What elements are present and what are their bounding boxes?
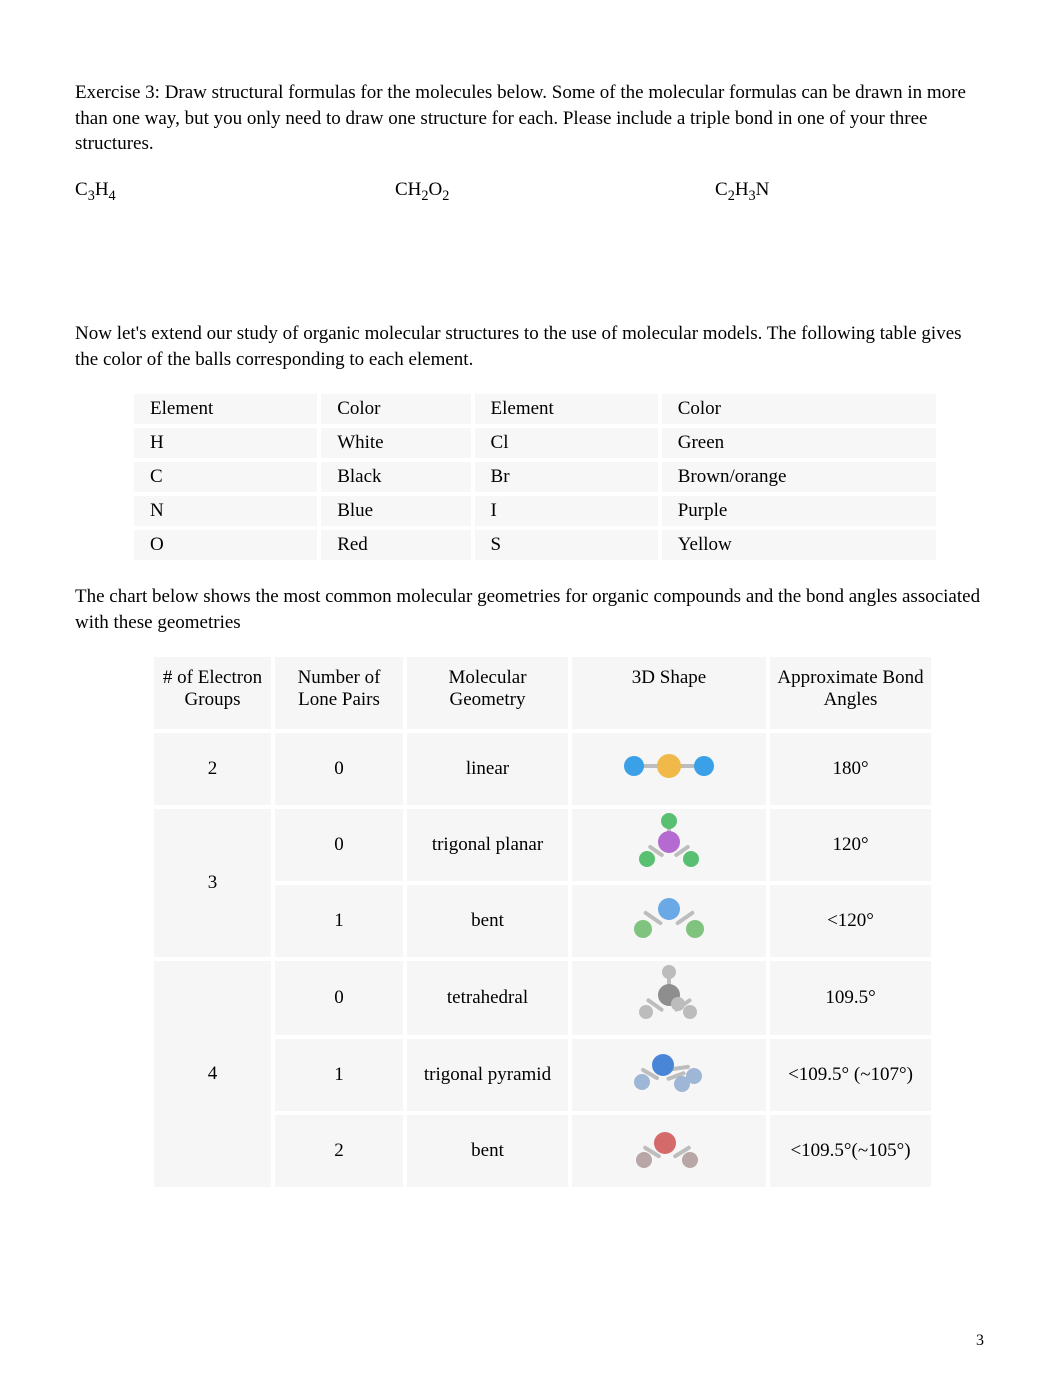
cell-lone-pairs: 1 xyxy=(273,883,405,959)
cell-lone-pairs: 2 xyxy=(273,1113,405,1189)
cell-3d-shape xyxy=(570,1037,768,1113)
cell: Black xyxy=(319,460,472,494)
cell-3d-shape xyxy=(570,959,768,1037)
col-header: Molecular Geometry xyxy=(405,655,570,731)
cell-electron-groups: 3 xyxy=(152,807,273,959)
cell: I xyxy=(473,494,660,528)
cell-electron-groups: 4 xyxy=(152,959,273,1189)
element-color-table: Element Color Element Color H White Cl G… xyxy=(130,390,940,564)
cell-geometry: tetrahedral xyxy=(405,959,570,1037)
cell-3d-shape xyxy=(570,807,768,883)
col-header: Approximate Bond Angles xyxy=(768,655,933,731)
cell-geometry: bent xyxy=(405,883,570,959)
cell-lone-pairs: 1 xyxy=(273,1037,405,1113)
cell: Green xyxy=(660,426,938,460)
cell: Br xyxy=(473,460,660,494)
table-row: C Black Br Brown/orange xyxy=(132,460,938,494)
cell-bond-angle: <120° xyxy=(768,883,933,959)
cell: Yellow xyxy=(660,528,938,562)
cell-geometry: linear xyxy=(405,731,570,807)
cell: Cl xyxy=(473,426,660,460)
table-row: N Blue I Purple xyxy=(132,494,938,528)
cell-geometry: bent xyxy=(405,1113,570,1189)
table-row: 3 0 trigonal planar 120° xyxy=(152,807,933,883)
cell-lone-pairs: 0 xyxy=(273,959,405,1037)
page-number: 3 xyxy=(976,1332,984,1350)
cell: N xyxy=(132,494,319,528)
table-row: O Red S Yellow xyxy=(132,528,938,562)
cell: S xyxy=(473,528,660,562)
cell-geometry: trigonal pyramid xyxy=(405,1037,570,1113)
cell-3d-shape xyxy=(570,1113,768,1189)
cell: Blue xyxy=(319,494,472,528)
cell: H xyxy=(132,426,319,460)
shape-bent-icon xyxy=(634,898,704,938)
table-row: H White Cl Green xyxy=(132,426,938,460)
cell-lone-pairs: 0 xyxy=(273,807,405,883)
formula-2: CH2O2 xyxy=(395,179,715,201)
geometry-intro-paragraph: The chart below shows the most common mo… xyxy=(75,584,987,635)
exercise-paragraph: Exercise 3: Draw structural formulas for… xyxy=(75,80,987,157)
cell: Red xyxy=(319,528,472,562)
cell-bond-angle: <109.5° (~107°) xyxy=(768,1037,933,1113)
cell-3d-shape xyxy=(570,731,768,807)
models-intro-paragraph: Now let's extend our study of organic mo… xyxy=(75,321,987,372)
cell: O xyxy=(132,528,319,562)
cell-bond-angle: <109.5°(~105°) xyxy=(768,1113,933,1189)
cell: C xyxy=(132,460,319,494)
cell-geometry: trigonal planar xyxy=(405,807,570,883)
col-header: Element xyxy=(473,392,660,426)
cell: White xyxy=(319,426,472,460)
formula-3: C2H3N xyxy=(715,179,915,201)
table-row: 2 0 linear 180° xyxy=(152,731,933,807)
exercise-text: Draw structural formulas for the molecul… xyxy=(75,82,966,154)
formula-row: C3H4 CH2O2 C2H3N xyxy=(75,179,987,201)
exercise-label: Exercise 3: xyxy=(75,82,160,103)
col-header: Number of Lone Pairs xyxy=(273,655,405,731)
col-header: Element xyxy=(132,392,319,426)
cell-bond-angle: 109.5° xyxy=(768,959,933,1037)
cell: Purple xyxy=(660,494,938,528)
cell-3d-shape xyxy=(570,883,768,959)
table-row: 4 0 tetrahedral 109.5° xyxy=(152,959,933,1037)
table-header-row: Element Color Element Color xyxy=(132,392,938,426)
shape-tetrahedral-icon xyxy=(641,967,697,1023)
col-header: 3D Shape xyxy=(570,655,768,731)
cell-bond-angle: 120° xyxy=(768,807,933,883)
cell-bond-angle: 180° xyxy=(768,731,933,807)
cell-electron-groups: 2 xyxy=(152,731,273,807)
shape-bent-icon xyxy=(636,1126,702,1170)
col-header: Color xyxy=(660,392,938,426)
shape-trigonal-planar-icon xyxy=(639,817,699,867)
formula-1: C3H4 xyxy=(75,179,395,201)
cell: Brown/orange xyxy=(660,460,938,494)
molecular-geometry-table: # of Electron Groups Number of Lone Pair… xyxy=(150,653,935,1191)
col-header: Color xyxy=(319,392,472,426)
shape-linear-icon xyxy=(624,754,714,778)
col-header: # of Electron Groups xyxy=(152,655,273,731)
cell-lone-pairs: 0 xyxy=(273,731,405,807)
shape-trigonal-pyramid-icon xyxy=(634,1050,704,1094)
table-header-row: # of Electron Groups Number of Lone Pair… xyxy=(152,655,933,731)
